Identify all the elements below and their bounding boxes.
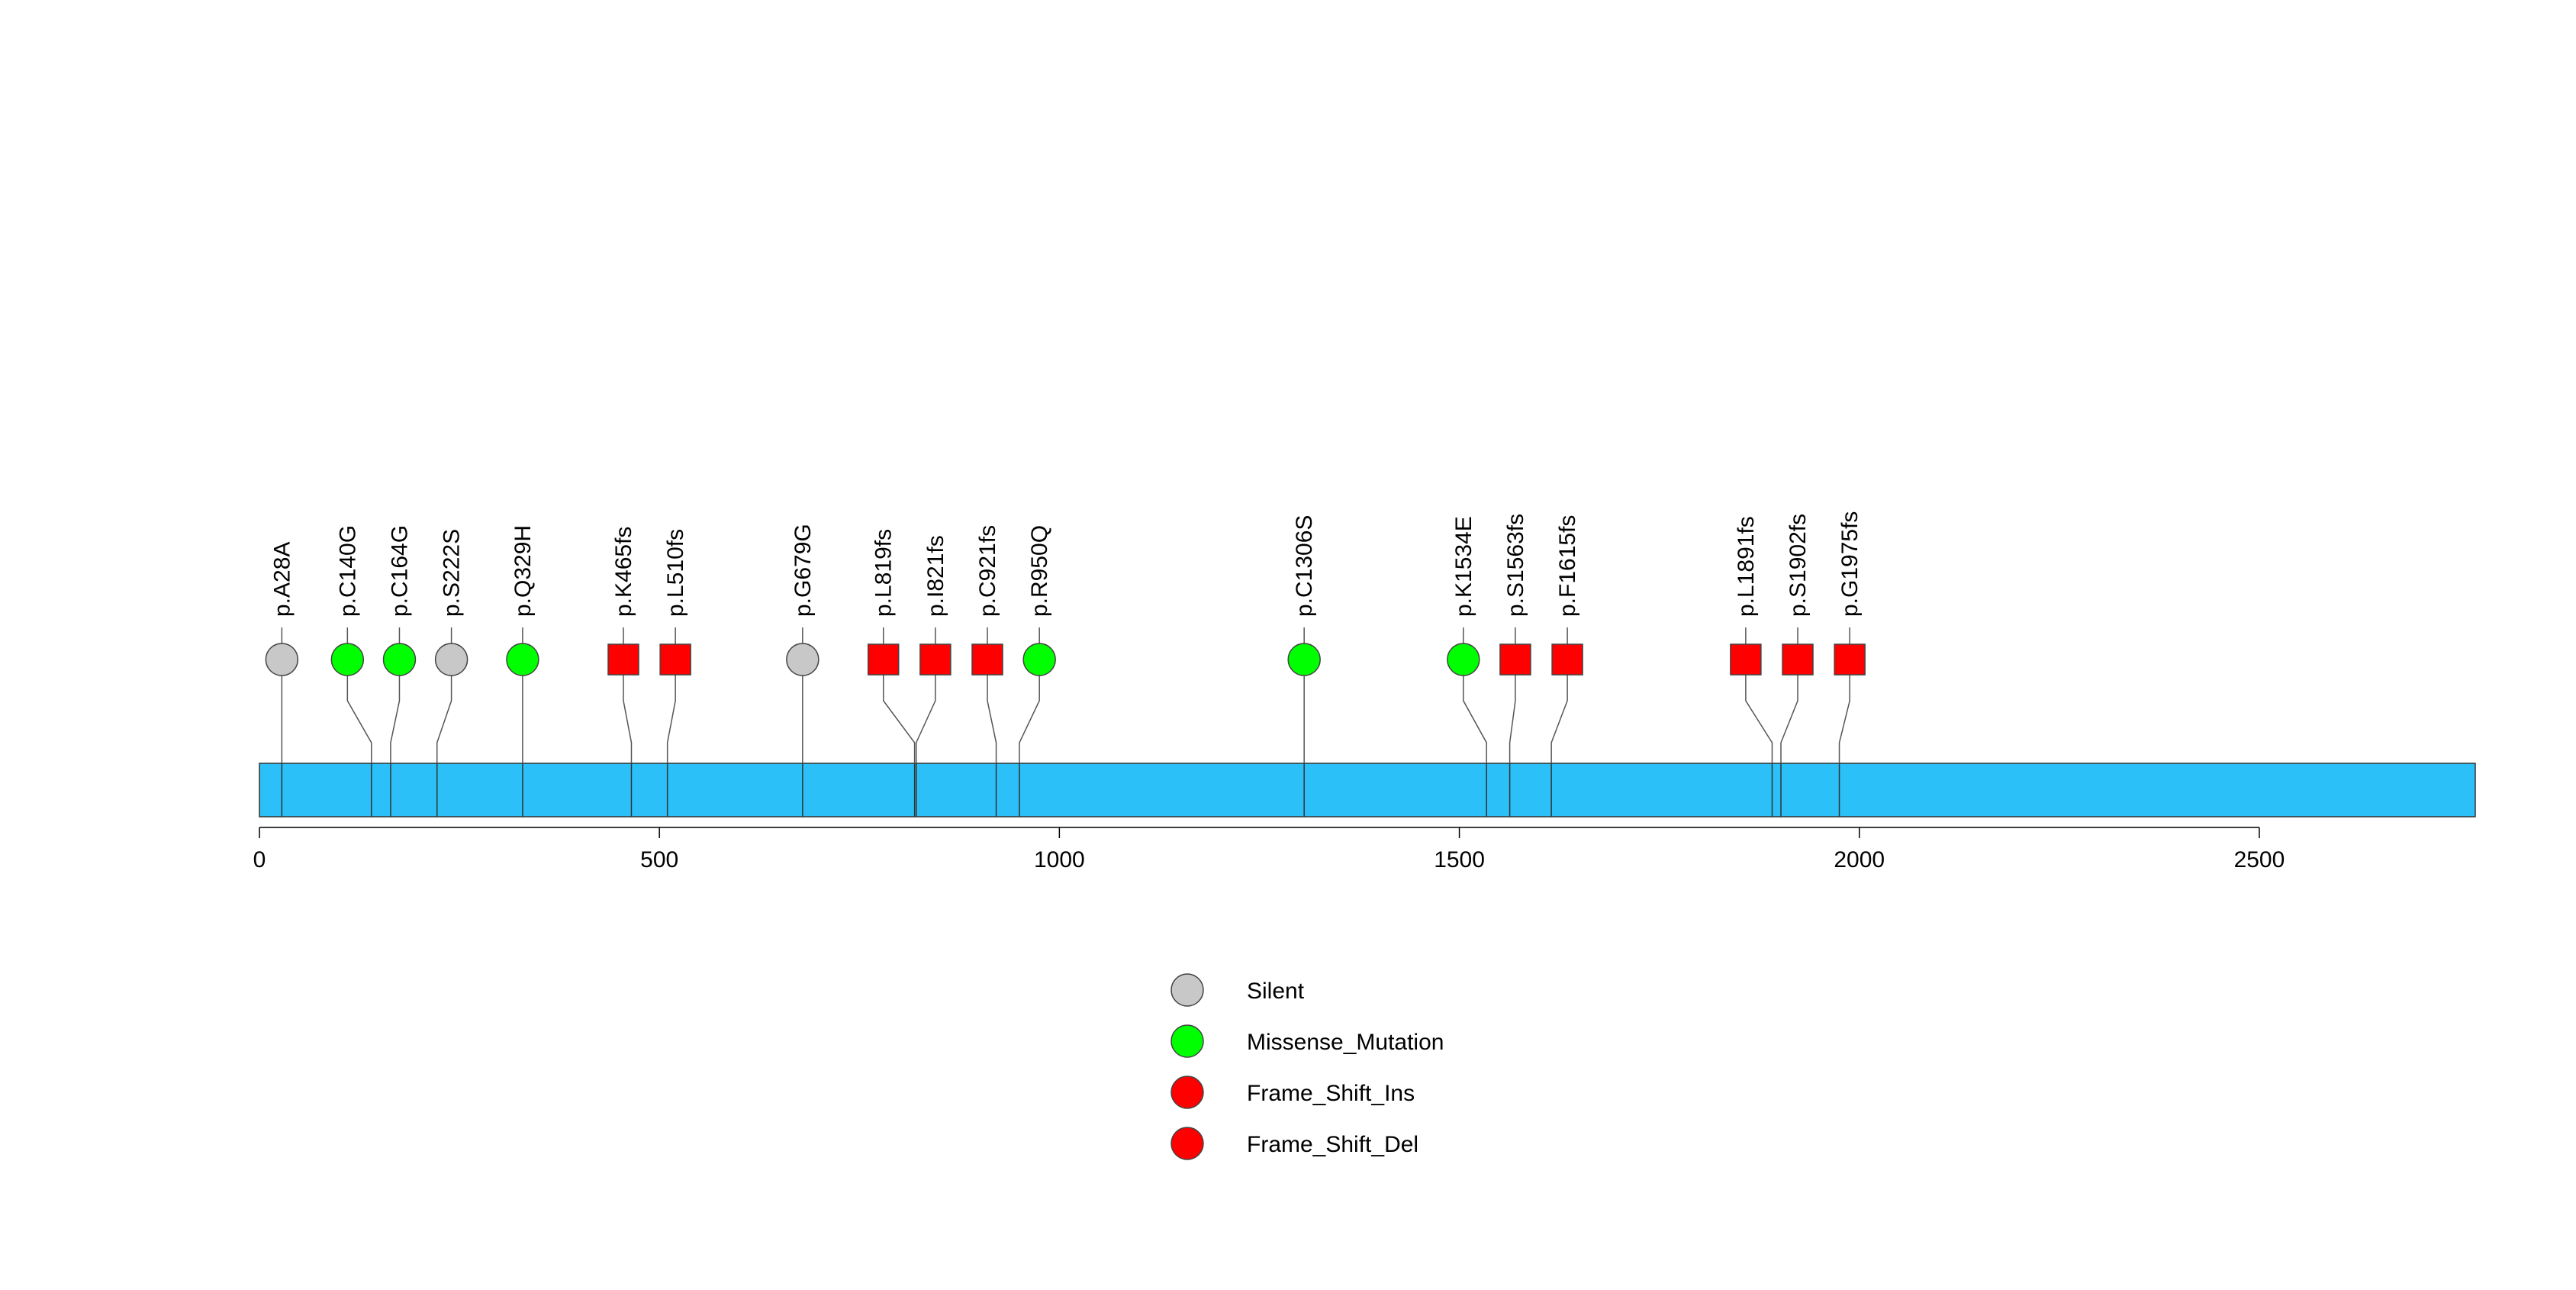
mutation-label: p.A28A [269,542,295,617]
x-tick-label: 500 [640,847,678,872]
mutation-label: p.K1534E [1451,516,1476,617]
legend: Silent Missense_Mutation Frame_Shift_Ins Fr… [1170,973,1444,1160]
mutation-marker [434,643,469,676]
legend-label: Frame_Shift_Ins [1247,1081,1415,1106]
legend-swatch [1170,973,1204,1007]
legend-entry-Silent: Silent [1170,973,1305,1007]
mutation-label: p.F1615fs [1555,515,1580,617]
mutation-p.S1563fs: p.S1563fs [1499,514,1531,817]
mutation-label: p.S1902fs [1785,514,1811,617]
x-tick-label: 0 [253,847,266,872]
mutation-marker [1447,643,1480,676]
mutation-marker [1022,643,1056,676]
mutation-marker [1499,643,1531,676]
mutation-marker [265,643,299,676]
mutation-marker [1730,643,1762,676]
mutation-marker [971,643,1003,676]
mutation-marker [1551,643,1583,676]
x-tick-label: 1500 [1434,847,1485,872]
legend-entry-Missense_Mutation: Missense_Mutation [1170,1024,1444,1058]
mutation-label: p.L1891fs [1734,516,1759,617]
x-tick-label: 2500 [2234,847,2285,872]
mutation-marker [1782,643,1814,676]
mutation-label: p.Q329H [510,525,536,617]
x-tick-label: 1000 [1034,847,1085,872]
mutation-p.L1891fs: p.L1891fs [1730,516,1773,817]
mutation-label: p.L510fs [663,529,688,617]
mutation-marker [919,643,952,676]
protein-bar [259,763,2476,818]
mutation-p.K465fs: p.K465fs [607,527,639,817]
mutation-marker [786,643,819,676]
mutation-label: p.C140G [335,525,360,617]
mutation-label: p.L819fs [871,529,897,617]
mutation-p.C164G: p.C164G [382,525,417,817]
mutation-label: p.I821fs [923,535,948,617]
mutation-p.L819fs: p.L819fs [867,529,916,817]
mutation-p.G679G: p.G679G [786,524,819,817]
x-tick-label: 2000 [1834,847,1885,872]
mutation-label: p.C1306S [1292,515,1317,617]
mutation-marker [1287,643,1321,676]
mutation-p.R950Q: p.R950Q [1019,525,1056,817]
legend-swatch [1170,1024,1204,1058]
legend-swatch [1170,1127,1204,1160]
mutation-marker [867,643,900,676]
mutation-label: p.K465fs [611,527,636,617]
mutation-label: p.G1975fs [1837,511,1863,617]
mutation-p.L510fs: p.L510fs [659,529,691,817]
legend-label: Frame_Shift_Del [1247,1132,1418,1157]
mutation-label: p.C921fs [975,525,1000,617]
mutation-marker [506,643,539,676]
mutation-marker [607,643,639,676]
mutation-label: p.S222S [440,529,465,617]
mutation-p.C1306S: p.C1306S [1287,515,1321,817]
legend-entry-Frame_Shift_Ins: Frame_Shift_Ins [1170,1076,1415,1109]
x-axis: 0 500 1000 1500 2000 2500 [253,827,2285,872]
legend-swatch [1170,1076,1204,1109]
mutation-marker [330,643,365,676]
legend-label: Missense_Mutation [1247,1030,1444,1055]
legend-entry-Frame_Shift_Del: Frame_Shift_Del [1170,1127,1418,1160]
mutation-p.K1534E: p.K1534E [1447,516,1487,817]
mutation-label: p.C164G [387,525,412,617]
mutation-label: p.G679G [791,524,816,617]
mutation-p.Q329H: p.Q329H [506,525,539,817]
mutation-p.A28A: p.A28A [265,542,299,817]
mutation-marker [382,643,417,676]
mutation-p.I821fs: p.I821fs [915,535,952,817]
protein-layer [259,763,2476,818]
mutation-label: p.R950Q [1027,525,1052,617]
mutation-p.S1902fs: p.S1902fs [1780,514,1814,817]
mutation-p.S222S: p.S222S [434,529,469,817]
mutation-p.C140G: p.C140G [330,525,372,817]
legend-label: Silent [1247,979,1305,1004]
mutation-p.F1615fs: p.F1615fs [1550,515,1583,817]
mutation-marker [659,643,691,676]
mutation-layer: p.A28A p.C140G p.C164G p.S222S p.Q329H p.K465… [265,511,1866,817]
mutation-marker [1834,643,1866,676]
mutation-p.G1975fs: p.G1975fs [1834,511,1866,817]
mutation-p.C921fs: p.C921fs [971,525,1003,817]
mutation-label: p.S1563fs [1503,514,1528,617]
